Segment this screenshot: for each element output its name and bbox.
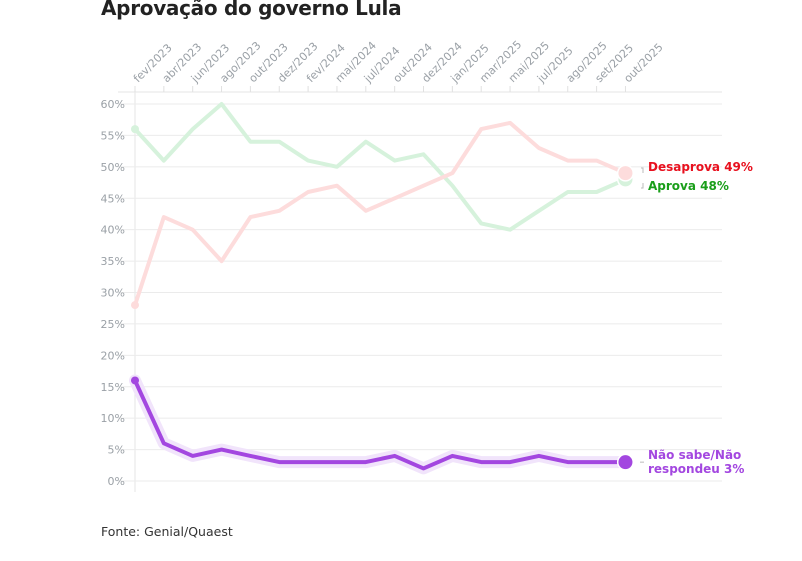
y-axis: 0% 5% 10% 15% 20% 25% 30% 35% 40% 45% 50% 55% 60% <box>101 98 125 488</box>
y-tick-label: 35% <box>101 255 125 268</box>
y-tick-label: 50% <box>101 161 125 174</box>
y-tick-label: 20% <box>101 349 125 362</box>
y-tick-label: 15% <box>101 381 125 394</box>
series-line-2 <box>133 378 628 471</box>
aprova-label: Aprova 48% <box>648 179 729 193</box>
label-connector <box>641 167 644 173</box>
nao-sabe-label-line1: Não sabe/Não <box>648 448 741 462</box>
series-start-point-2 <box>131 376 139 385</box>
series-start-point-1 <box>131 301 139 310</box>
y-tick-label: 25% <box>101 318 125 331</box>
series-lines <box>129 102 634 475</box>
y-tick-label: 0% <box>108 475 125 488</box>
series-end-point-1 <box>618 166 633 181</box>
y-tick-label: 55% <box>101 129 125 142</box>
gridlines <box>118 91 722 492</box>
chart-title: Aprovação do governo Lula <box>101 0 402 20</box>
series-line-1 <box>133 120 628 308</box>
source-note: Fonte: Genial/Quaest <box>101 524 233 539</box>
desaprova-label: Desaprova 49% <box>648 160 753 174</box>
series-halo-2 <box>129 374 632 475</box>
series-line-0 <box>133 102 628 232</box>
label-connector <box>641 183 644 189</box>
series-start-point-0 <box>131 125 139 134</box>
y-tick-label: 30% <box>101 287 125 300</box>
y-tick-label: 5% <box>108 444 125 457</box>
x-axis: fev/2023abr/2023jun/2023ago/2023out/2023… <box>131 38 666 92</box>
nao-sabe-label-line2: respondeu 3% <box>648 462 744 476</box>
y-tick-label: 60% <box>101 98 125 111</box>
y-tick-label: 45% <box>101 192 125 205</box>
y-tick-label: 40% <box>101 224 125 237</box>
end-labels: Desaprova 49% Aprova 48% Não sabe/Nãorespo… <box>640 160 753 476</box>
y-tick-label: 10% <box>101 412 125 425</box>
series-end-point-2 <box>618 455 633 470</box>
